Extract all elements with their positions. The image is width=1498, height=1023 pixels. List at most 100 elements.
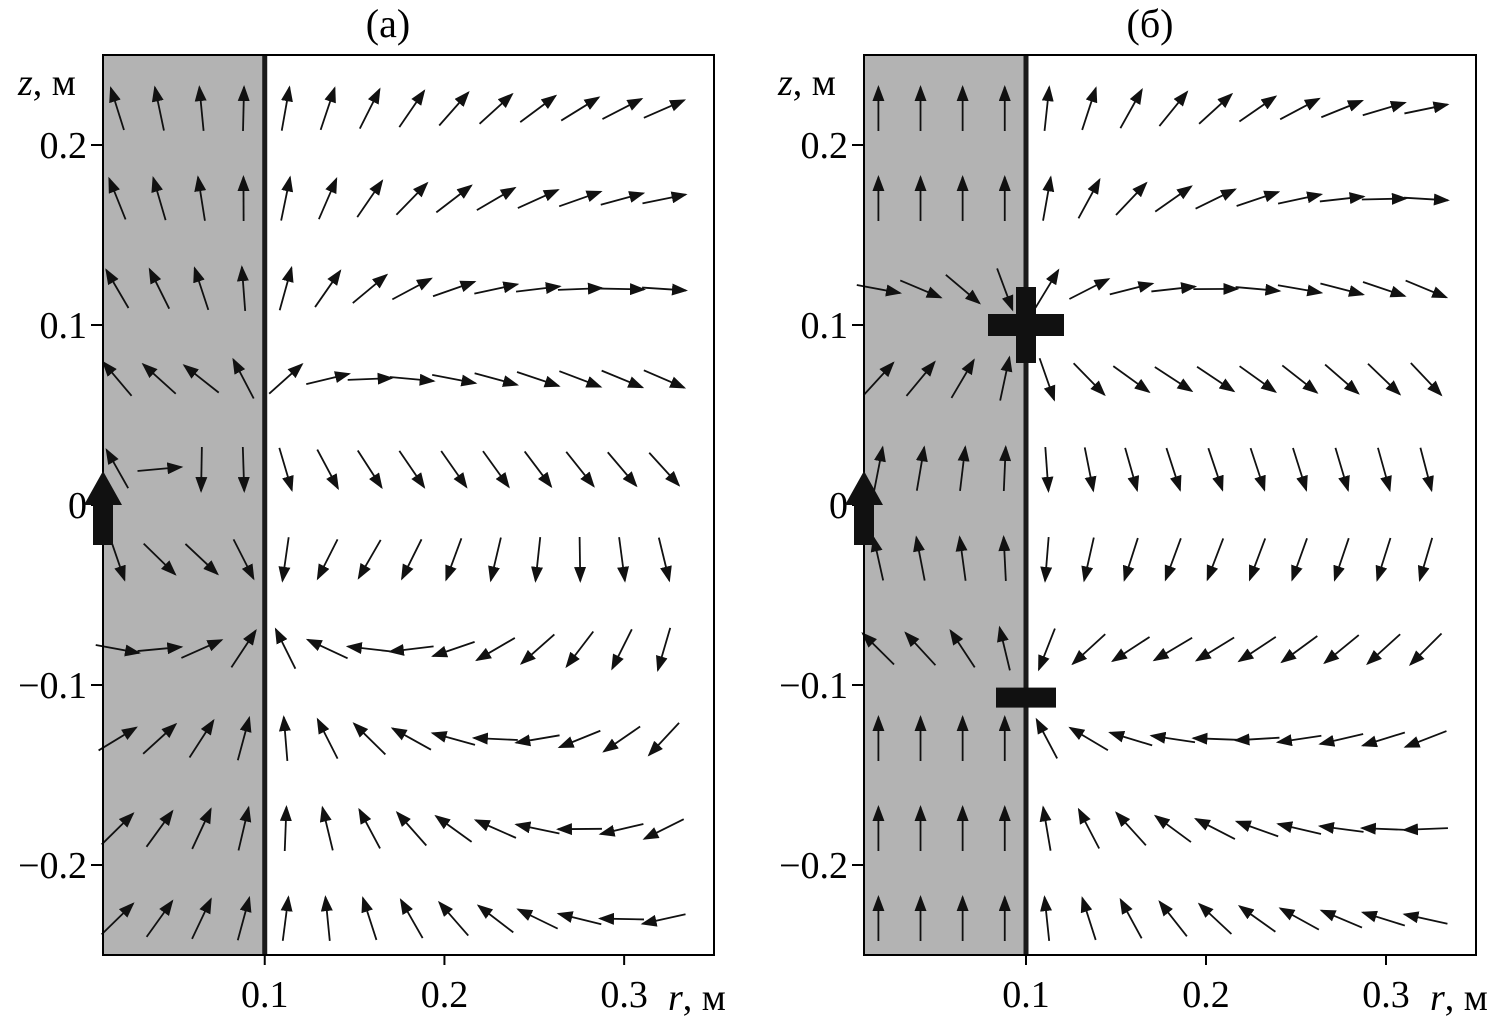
field-arrow — [1278, 907, 1320, 931]
svg-text:r, м: r, м — [1430, 977, 1488, 1019]
field-arrow — [191, 807, 212, 850]
field-arrow — [387, 644, 434, 656]
field-arrow — [316, 717, 339, 760]
field-arrow — [602, 725, 641, 753]
field-arrow — [1124, 447, 1140, 493]
field-arrow — [142, 722, 178, 755]
field-arrow — [401, 538, 423, 581]
field-arrow — [1151, 282, 1198, 295]
field-arrow — [194, 85, 207, 131]
field-arrow — [574, 536, 587, 583]
field-arrow — [598, 823, 644, 837]
field-arrow — [1318, 733, 1364, 747]
field-arrow — [145, 899, 174, 938]
field-arrow — [1419, 447, 1434, 493]
field-arrow — [602, 97, 644, 120]
field-arrow — [437, 900, 469, 937]
x-tick-label: 0.3 — [600, 974, 648, 1016]
field-arrow — [236, 265, 249, 312]
field-arrow — [1109, 281, 1155, 296]
svg-text:z, м: z, м — [777, 62, 836, 104]
field-arrow — [1111, 636, 1151, 663]
field-arrow — [108, 176, 127, 220]
field-arrow — [1292, 447, 1308, 492]
field-arrow — [184, 543, 219, 576]
field-arrow — [1041, 85, 1054, 131]
field-arrow — [1239, 365, 1277, 393]
field-arrow — [398, 450, 426, 489]
field-arrow — [1154, 185, 1193, 213]
field-arrow — [949, 628, 976, 668]
field-arrow — [232, 538, 255, 581]
y-tick-label: −0.2 — [779, 845, 848, 887]
field-arrow — [517, 189, 560, 209]
field-arrow — [1360, 731, 1406, 748]
field-arrow — [390, 727, 432, 751]
field-arrow — [318, 176, 338, 220]
field-arrow — [476, 904, 514, 934]
field-arrow — [438, 90, 470, 127]
field-arrow — [395, 181, 429, 216]
field-arrow — [1077, 177, 1101, 219]
field-arrow — [357, 450, 383, 490]
field-arrow — [431, 641, 475, 658]
y-axis-label-b: z, м — [777, 62, 836, 104]
field-arrow — [280, 85, 293, 131]
field-arrow — [278, 265, 294, 311]
x-tick-label: 0.1 — [1002, 974, 1050, 1016]
field-arrow — [306, 371, 351, 386]
field-arrow — [1334, 447, 1350, 493]
field-arrow — [643, 369, 687, 389]
field-arrow — [280, 175, 294, 221]
field-arrow — [519, 633, 555, 665]
field-arrow — [314, 269, 342, 308]
field-arrow — [137, 462, 184, 475]
field-arrow — [105, 448, 129, 489]
field-arrow — [1320, 99, 1364, 119]
field-arrow — [1034, 268, 1060, 309]
field-arrow — [516, 908, 559, 930]
field-arrow — [873, 445, 886, 491]
field-arrow — [237, 446, 250, 493]
y-tick-label: −0.2 — [18, 845, 87, 887]
field-arrow — [389, 373, 436, 386]
y-tick-label: 0.1 — [801, 305, 849, 347]
field-arrow — [279, 805, 292, 852]
field-arrow — [999, 355, 1013, 401]
field-arrow — [1405, 279, 1449, 299]
field-arrow — [474, 372, 519, 387]
field-arrow — [347, 372, 394, 385]
field-arrow — [195, 446, 208, 493]
field-arrow — [600, 191, 646, 206]
field-arrow — [1112, 365, 1151, 394]
y-axis-label-a: z, м — [17, 62, 76, 104]
vector-field-b — [856, 85, 1450, 941]
field-arrow — [1320, 282, 1365, 297]
field-arrow — [482, 450, 510, 489]
field-arrow — [1040, 895, 1053, 941]
field-arrow — [1038, 628, 1056, 672]
big-arrow-b — [845, 471, 883, 545]
field-arrow — [1041, 446, 1054, 493]
field-arrow — [194, 175, 207, 221]
field-arrow — [1072, 362, 1106, 397]
field-arrow — [143, 542, 177, 576]
field-arrow — [597, 912, 645, 925]
field-arrow — [1235, 283, 1282, 296]
field-arrow — [1237, 905, 1276, 933]
field-arrow — [607, 451, 638, 488]
field-arrow — [565, 630, 595, 669]
field-arrow — [398, 89, 426, 128]
field-arrow — [531, 537, 543, 583]
field-arrow — [1035, 717, 1058, 759]
field-arrow — [445, 538, 463, 582]
field-arrow — [1206, 538, 1225, 582]
field-arrow — [191, 897, 212, 940]
field-arrow — [862, 361, 895, 396]
field-arrow — [109, 86, 125, 131]
field-arrow — [1360, 910, 1406, 927]
field-arrow — [1152, 636, 1193, 662]
field-arrow — [1198, 92, 1234, 125]
field-arrow — [557, 729, 601, 749]
field-arrow — [471, 732, 518, 745]
